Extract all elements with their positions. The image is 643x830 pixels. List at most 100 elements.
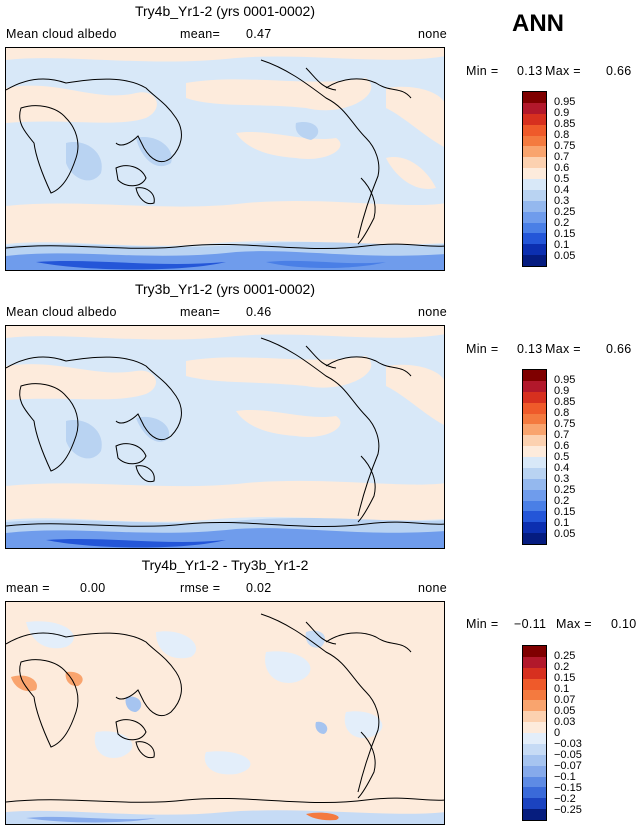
colorbar-swatch <box>523 809 546 820</box>
colorbar-swatch <box>523 113 546 125</box>
panel-2-mean-label: mean= <box>180 305 221 319</box>
panel-2-map <box>5 325 445 549</box>
colorbar-tick-label: 0.25 <box>554 484 576 496</box>
colorbar-tick-label: 0.15 <box>554 506 576 518</box>
colorbar-swatch <box>523 457 546 468</box>
colorbar-swatch <box>523 380 546 392</box>
colorbar-swatch <box>523 146 546 158</box>
colorbar-tick-label: 0.2 <box>554 661 570 673</box>
colorbar-swatch <box>523 646 546 657</box>
colorbar-tick-label: 0.95 <box>554 96 576 108</box>
colorbar-tick-label: 0.4 <box>554 184 570 196</box>
colorbar-swatch <box>523 743 546 755</box>
colorbar-swatch <box>523 102 546 114</box>
colorbar-tick-label: −0.05 <box>554 749 582 761</box>
panel-3-mean-value: 0.00 <box>80 581 106 595</box>
colorbar-tick-label: 0.1 <box>554 517 570 529</box>
colorbar-swatch <box>523 533 546 544</box>
colorbar-swatch <box>523 754 546 766</box>
colorbar-tick-label: 0.1 <box>554 683 570 695</box>
colorbar-tick-label: 0.15 <box>554 672 576 684</box>
colorbar-swatch <box>523 722 546 733</box>
colorbar-tick-label: 0.85 <box>554 396 576 408</box>
panel-2-variable-label: Mean cloud albedo <box>6 305 117 319</box>
panel-3-rmse-label: rmse = <box>180 581 221 595</box>
colorbar-tick-label: 0.6 <box>554 162 570 174</box>
colorbar-tick-label: 0.05 <box>554 528 576 540</box>
colorbar-tick-label: 0.3 <box>554 473 570 485</box>
panel-2-title: Try3b_Yr1-2 (yrs 0001-0002) <box>134 281 315 297</box>
panel-1-max-label: Max = <box>545 64 581 78</box>
colorbar-swatch <box>523 765 546 777</box>
colorbar-tick-label: 0.15 <box>554 228 576 240</box>
colorbar-swatch <box>523 135 546 147</box>
panel-2-max-label: Max = <box>545 342 581 356</box>
colorbar-swatch <box>523 244 546 256</box>
colorbar-swatch <box>523 402 546 414</box>
colorbar-swatch <box>523 168 546 179</box>
colorbar-swatch <box>523 370 546 381</box>
colorbar-swatch <box>523 700 546 712</box>
panel-1-units-label: none <box>418 27 448 41</box>
colorbar-tick-label: −0.1 <box>554 771 576 783</box>
colorbar-swatch <box>523 511 546 523</box>
panel-3-mean-label: mean = <box>6 581 50 595</box>
colorbar-swatch <box>523 255 546 266</box>
colorbar-swatch <box>523 467 546 479</box>
panel-2-max-value: 0.66 <box>606 342 632 356</box>
panel-1-min-value: 0.13 <box>517 64 543 78</box>
colorbar-swatch <box>523 200 546 212</box>
colorbar-tick-label: 0.4 <box>554 462 570 474</box>
panel-1-min-label: Min = <box>466 64 499 78</box>
colorbar-tick-label: 0.75 <box>554 140 576 152</box>
colorbar-tick-label: 0.95 <box>554 374 576 386</box>
colorbar-tick-label: 0.9 <box>554 385 570 397</box>
colorbar-tick-label: 0.05 <box>554 705 576 717</box>
panel-3-units-label: none <box>418 581 448 595</box>
colorbar-tick-label: 0.25 <box>554 206 576 218</box>
colorbar-swatch <box>523 500 546 512</box>
colorbar-swatch <box>523 478 546 490</box>
panel-3-map-field <box>6 602 444 824</box>
colorbar-tick-label: 0.05 <box>554 250 576 262</box>
panel-3-colorbar <box>522 645 547 821</box>
colorbar-tick-label: 0.8 <box>554 129 570 141</box>
colorbar-swatch <box>523 413 546 425</box>
panel-3-rmse-value: 0.02 <box>246 581 272 595</box>
panel-2-units-label: none <box>418 305 448 319</box>
panel-1-map-field <box>6 48 444 270</box>
colorbar-swatch <box>523 667 546 679</box>
colorbar-swatch <box>523 179 546 190</box>
panel-1-variable-label: Mean cloud albedo <box>6 27 117 41</box>
colorbar-tick-label: −0.15 <box>554 782 582 794</box>
colorbar-tick-label: 0.6 <box>554 440 570 452</box>
season-label: ANN <box>512 10 564 37</box>
colorbar-tick-label: 0.7 <box>554 429 570 441</box>
colorbar-tick-label: 0.9 <box>554 107 570 119</box>
colorbar-tick-label: 0.2 <box>554 217 570 229</box>
colorbar-swatch <box>523 222 546 234</box>
panel-1-title: Try4b_Yr1-2 (yrs 0001-0002) <box>134 3 315 19</box>
panel-3-title: Try4b_Yr1-2 - Try3b_Yr1-2 <box>141 557 309 573</box>
colorbar-tick-label: −0.25 <box>554 804 582 816</box>
panel-3-map <box>5 601 445 825</box>
colorbar-tick-label: −0.2 <box>554 793 576 805</box>
colorbar-swatch <box>523 689 546 701</box>
panel-3-min-label: Min = <box>466 617 499 631</box>
panel-3-max-value: 0.10 <box>611 617 637 631</box>
colorbar-swatch <box>523 92 546 103</box>
panel-2-colorbar <box>522 369 547 545</box>
colorbar-swatch <box>523 211 546 223</box>
panel-3-min-value: −0.11 <box>514 617 547 631</box>
colorbar-tick-label: 0.1 <box>554 239 570 251</box>
colorbar-swatch <box>523 435 546 447</box>
colorbar-tick-label: 0.3 <box>554 195 570 207</box>
colorbar-swatch <box>523 233 546 245</box>
colorbar-swatch <box>523 157 546 169</box>
colorbar-swatch <box>523 489 546 501</box>
colorbar-swatch <box>523 522 546 534</box>
panel-2-map-field <box>6 326 444 548</box>
colorbar-swatch <box>523 733 546 744</box>
colorbar-swatch <box>523 446 546 457</box>
panel-2-min-label: Min = <box>466 342 499 356</box>
